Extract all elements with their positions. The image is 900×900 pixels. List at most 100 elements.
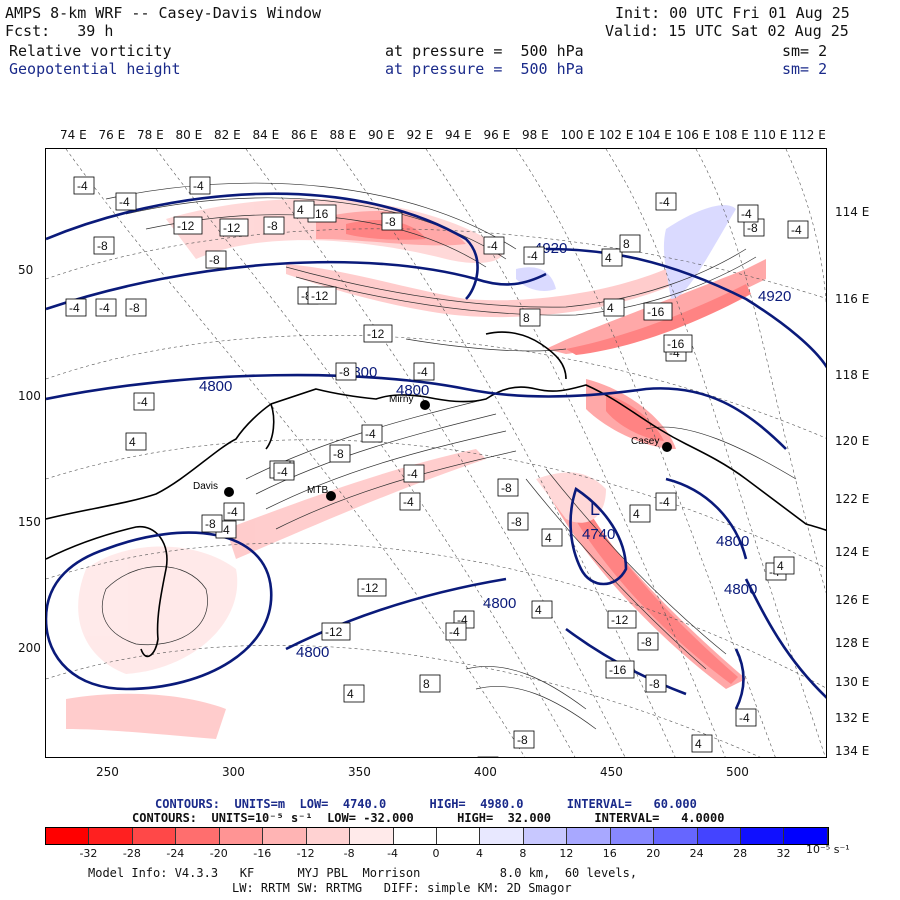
vorticity-label: -12 bbox=[357, 578, 387, 597]
height-label: 4800 bbox=[296, 644, 329, 661]
colorbar-swatch bbox=[89, 828, 133, 844]
top-longitude-label: 112 E bbox=[791, 128, 826, 142]
colorbar-swatch bbox=[306, 828, 351, 844]
field2-level: at pressure = 500 hPa bbox=[385, 60, 584, 78]
vorticity-label: -8 bbox=[645, 674, 667, 693]
station-name: Casey bbox=[631, 436, 659, 447]
vorticity-label: -8 bbox=[497, 478, 519, 497]
vorticity-label-text: -12 bbox=[311, 289, 329, 303]
vorticity-label: -4 bbox=[361, 424, 383, 443]
vorticity-label: 4 bbox=[629, 504, 651, 523]
colorbar-label: -32 bbox=[79, 847, 98, 860]
vorticity-label: -8 bbox=[263, 216, 285, 235]
vorticity-label-text: -8 bbox=[97, 239, 108, 253]
vorticity-label-text: -8 bbox=[385, 215, 396, 229]
vorticity-label-text: -4 bbox=[791, 223, 802, 237]
init-time: Init: 00 UTC Fri 01 Aug 25 bbox=[615, 4, 850, 22]
vorticity-label: 4 bbox=[293, 200, 315, 219]
vorticity-label: -4 bbox=[737, 204, 759, 223]
vorticity-label-text: -16 bbox=[647, 305, 665, 319]
vorticity-label-text: 4 bbox=[633, 507, 640, 521]
top-longitude-label: 90 E bbox=[368, 128, 395, 142]
left-grid-label: 150 bbox=[18, 515, 41, 529]
valid-time: Valid: 15 UTC Sat 02 Aug 25 bbox=[605, 22, 849, 40]
vorticity-label: 8 bbox=[419, 674, 441, 693]
colorbar-label: -28 bbox=[122, 847, 141, 860]
colorbar-swatch bbox=[350, 828, 394, 844]
vorticity-label: 4 bbox=[541, 528, 563, 547]
vorticity-label-text: -12 bbox=[325, 625, 343, 639]
right-longitude-label: 130 E bbox=[835, 675, 870, 689]
right-longitude-label: 132 E bbox=[835, 711, 870, 725]
top-longitude-label: 76 E bbox=[98, 128, 126, 142]
colorbar-swatch bbox=[46, 828, 90, 844]
vorticity-label: -4 bbox=[445, 622, 467, 641]
vorticity-label-text: 4 bbox=[347, 687, 354, 701]
vorticity-label-text: -4 bbox=[527, 249, 538, 263]
vorticity-label: 4 bbox=[691, 734, 713, 753]
vorticity-label: -16 bbox=[663, 334, 693, 353]
vorticity-label: 4 bbox=[601, 248, 623, 267]
vorticity-label: -8 bbox=[381, 212, 403, 231]
vorticity-label: -12 bbox=[307, 286, 337, 305]
top-longitude-label: 98 E bbox=[522, 128, 549, 142]
colorbar-swatch bbox=[523, 828, 568, 844]
vorticity-label: 4 bbox=[477, 756, 499, 757]
top-longitude-label: 110 E bbox=[753, 128, 788, 142]
colorbar-swatch bbox=[567, 828, 611, 844]
vorticity-label: -4 bbox=[223, 502, 245, 521]
height-contours-info: CONTOURS: UNITS=m LOW= 4740.0 HIGH= 4980… bbox=[155, 797, 697, 811]
vorticity-label: -8 bbox=[201, 514, 223, 533]
right-longitude-label: 122 E bbox=[835, 492, 870, 506]
station-marker bbox=[224, 487, 234, 497]
vorticity-label-text: -8 bbox=[209, 253, 220, 267]
height-label: 4800 bbox=[724, 581, 757, 598]
vorticity-label-text: -8 bbox=[511, 515, 522, 529]
vorticity-label: -8 bbox=[513, 730, 535, 749]
vorticity-fill bbox=[66, 198, 766, 739]
chart-title: AMPS 8-km WRF -- Casey-Davis Window bbox=[5, 4, 322, 22]
colorbar-swatch bbox=[784, 828, 828, 844]
colorbar-label: -8 bbox=[343, 847, 355, 860]
vorticity-label: -4 bbox=[655, 192, 677, 211]
vorticity-label: -4 bbox=[403, 464, 425, 483]
vorticity-label-text: -4 bbox=[449, 625, 460, 639]
vorticity-label: -4 bbox=[189, 176, 211, 195]
height-label: 4800 bbox=[483, 595, 516, 612]
colorbar-swatch bbox=[610, 828, 655, 844]
vorticity-label-text: -8 bbox=[747, 221, 758, 235]
vorticity-label: -12 bbox=[607, 610, 637, 629]
height-label: 4800 bbox=[716, 533, 749, 550]
bottom-grid-label: 450 bbox=[600, 765, 623, 779]
top-longitude-label: 100 E bbox=[560, 128, 595, 142]
vorticity-label-text: -16 bbox=[311, 207, 329, 221]
vorticity-label: 8 bbox=[519, 308, 541, 327]
vorticity-label: -16 bbox=[307, 204, 337, 223]
vorticity-label: -4 bbox=[483, 236, 505, 255]
vorticity-label-text: -12 bbox=[177, 219, 195, 233]
top-longitude-label: 80 E bbox=[175, 128, 203, 142]
vorticity-label-text: -12 bbox=[611, 613, 629, 627]
top-longitude-label: 86 E bbox=[291, 128, 318, 142]
colorbar-label: 24 bbox=[689, 847, 704, 860]
right-longitude-label: 134 E bbox=[835, 744, 870, 758]
field2-name: Geopotential height bbox=[9, 60, 181, 78]
vorticity-label-text: -8 bbox=[333, 447, 344, 461]
low-pressure-label: L bbox=[590, 499, 600, 519]
right-longitude-label: 116 E bbox=[835, 292, 870, 306]
top-longitude-label: 108 E bbox=[714, 128, 749, 142]
top-longitude-label: 84 E bbox=[252, 128, 280, 142]
colorbar-swatch bbox=[654, 828, 698, 844]
vorticity-label: -12 bbox=[321, 622, 351, 641]
top-longitude-label: 82 E bbox=[214, 128, 241, 142]
colorbar-label: -12 bbox=[296, 847, 315, 860]
map-panel[interactable]: Davis Mirny Casey MTB 4920 4920 4800 4800 4… bbox=[45, 148, 827, 758]
colorbar-unit: 10⁻⁵ s⁻¹ bbox=[806, 843, 850, 856]
station-marker bbox=[420, 400, 430, 410]
vorticity-label-text: -4 bbox=[487, 239, 498, 253]
right-longitude-label: 114 E bbox=[835, 205, 870, 219]
colorbar-label: -4 bbox=[387, 847, 399, 860]
vorticity-label-text: -8 bbox=[649, 677, 660, 691]
vorticity-label-text: -16 bbox=[609, 663, 627, 677]
